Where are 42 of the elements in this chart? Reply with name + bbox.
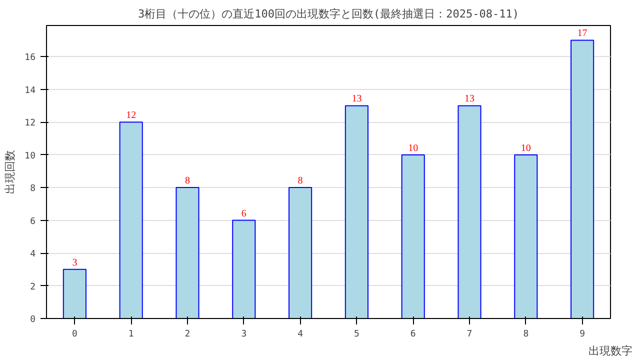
bar <box>232 220 256 318</box>
y-axis-title: 出現回数 <box>4 150 17 194</box>
x-tick-label: 6 <box>410 330 416 340</box>
y-tick-label: 6 <box>30 216 36 227</box>
bar <box>344 105 368 318</box>
y-tick-label: 12 <box>24 118 36 129</box>
chart-title: 3桁目（十の位）の直近100回の出現数字と回数(最終抽選日：2025-08-11) <box>138 8 519 20</box>
data-label: 10 <box>520 142 531 154</box>
x-tick-label: 9 <box>580 330 586 340</box>
x-tick-label: 5 <box>354 330 360 340</box>
data-label: 17 <box>577 28 588 40</box>
bar <box>62 268 86 318</box>
data-label: 10 <box>408 142 418 154</box>
x-axis-title: 出現数字 <box>588 344 632 358</box>
data-label: 3 <box>72 257 78 268</box>
x-tick-label: 2 <box>184 330 190 340</box>
y-tick-label: 0 <box>30 315 36 325</box>
data-label: 13 <box>464 94 474 105</box>
data-label: 8 <box>185 176 190 187</box>
bar <box>288 187 312 318</box>
x-tick-label: 4 <box>298 330 304 340</box>
bar <box>119 122 143 318</box>
y-tick-label: 4 <box>30 250 36 260</box>
bar <box>458 105 482 318</box>
bar <box>401 154 425 318</box>
x-tick-label: 0 <box>72 330 78 340</box>
y-tick-label: 16 <box>24 53 36 64</box>
x-tick-label: 3 <box>241 330 247 340</box>
x-tick-label: 1 <box>128 330 134 340</box>
bar <box>176 187 200 318</box>
y-tick-label: 2 <box>30 282 36 292</box>
data-label: 6 <box>241 208 246 220</box>
bar <box>570 40 594 318</box>
y-tick-label: 10 <box>24 151 36 162</box>
y-tick-label: 14 <box>24 86 36 96</box>
data-label: 8 <box>298 176 303 187</box>
x-tick-label: 8 <box>523 330 529 340</box>
data-label: 12 <box>126 110 136 122</box>
y-tick-label: 8 <box>30 184 36 194</box>
data-label: 13 <box>352 94 362 105</box>
x-tick-label: 7 <box>466 330 472 340</box>
bar <box>514 154 538 318</box>
